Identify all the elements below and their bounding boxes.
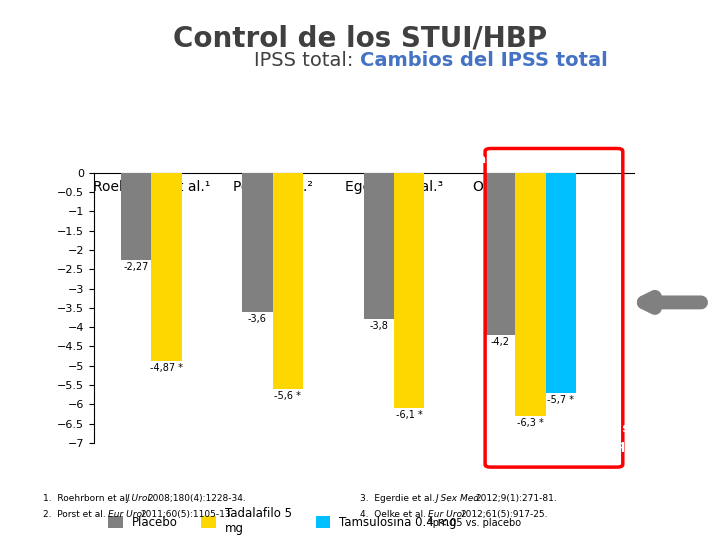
Text: 2011;60(5):1105-13.: 2011;60(5):1105-13. [140,510,234,519]
Text: J Urol: J Urol [126,494,153,503]
Text: 3.  Egerdie et al.: 3. Egerdie et al. [360,494,438,503]
Text: -3,8: -3,8 [369,321,388,332]
Text: -3,6: -3,6 [248,314,267,323]
Bar [364,173,394,319]
Bar [394,173,424,408]
Text: Eficacia similar a
Alfa-bloqueantes: Eficacia similar a Alfa-bloqueantes [566,422,680,452]
Bar [121,173,151,260]
Text: Control de los STUI/HBP: Control de los STUI/HBP [173,24,547,52]
Text: 2.  Porst et al.: 2. Porst et al. [43,510,109,519]
Text: -5,6 *: -5,6 * [274,391,301,401]
Text: 2012;61(5):917-25.: 2012;61(5):917-25. [461,510,549,519]
Bar [516,173,546,416]
Text: -5,7 *: -5,7 * [547,395,575,404]
Text: IPSS total:  cambio medio desde la basal: IPSS total: cambio medio desde la basal [221,153,506,166]
Bar [242,173,273,312]
Text: *p<.05 vs. placebo: *p<.05 vs. placebo [428,518,521,529]
Bar [546,173,576,393]
Bar [485,173,516,335]
Bar [273,173,303,389]
Text: IPSS total:: IPSS total: [254,51,360,70]
Text: 1.  Roehrborn et al.: 1. Roehrborn et al. [43,494,134,503]
Text: Eur Urol: Eur Urol [428,510,468,519]
Text: 4.  Oelke et al.: 4. Oelke et al. [360,510,429,519]
Text: Eur Urol: Eur Urol [108,510,148,519]
Text: -4,87 *: -4,87 * [150,362,183,373]
Bar [151,173,181,361]
Text: -6,1 *: -6,1 * [396,410,423,420]
Text: 2012;9(1):271-81.: 2012;9(1):271-81. [475,494,557,503]
Text: Cambios del IPSS total: Cambios del IPSS total [360,51,608,70]
Legend: Placebo, Tadalafilo 5
mg, Tamsulosina 0.4 mg: Placebo, Tadalafilo 5 mg, Tamsulosina 0.… [104,502,462,539]
Text: -2,27: -2,27 [123,262,149,272]
Text: 2008;180(4):1228-34.: 2008;180(4):1228-34. [148,494,246,503]
Text: -6,3 *: -6,3 * [517,418,544,428]
Text: -4,2: -4,2 [490,337,510,347]
Text: J Sex Med: J Sex Med [436,494,482,503]
